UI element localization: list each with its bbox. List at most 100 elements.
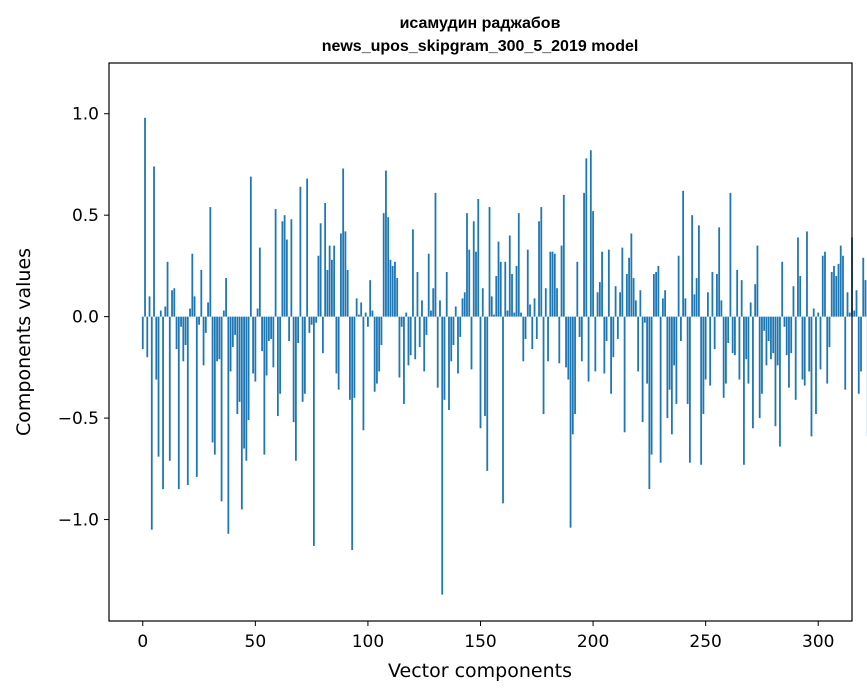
bar	[574, 316, 576, 415]
bar	[288, 316, 291, 341]
bar	[761, 316, 763, 394]
bar	[598, 282, 601, 317]
bar	[668, 316, 671, 390]
bar	[803, 316, 806, 386]
bar	[213, 316, 216, 455]
bar	[333, 245, 336, 317]
bar	[409, 316, 412, 356]
bar	[186, 316, 189, 486]
bar	[758, 316, 761, 419]
bar	[848, 312, 851, 317]
bar	[432, 288, 435, 317]
bar	[855, 290, 858, 317]
bar	[788, 316, 790, 388]
bar	[718, 227, 721, 317]
bar	[312, 316, 315, 546]
bar	[301, 316, 304, 402]
bar	[794, 316, 797, 400]
bar	[821, 255, 824, 317]
y-tick-label: 0.5	[72, 206, 99, 226]
bar	[155, 316, 158, 380]
bar	[218, 316, 221, 360]
bar	[736, 269, 739, 317]
bar	[349, 316, 351, 400]
bar	[619, 292, 621, 317]
bar	[292, 316, 295, 423]
bar	[698, 225, 700, 317]
bar	[427, 253, 430, 317]
bar	[623, 316, 626, 433]
bar	[403, 316, 405, 404]
bar	[691, 215, 694, 317]
bar	[637, 316, 640, 372]
bar	[743, 316, 745, 465]
x-tick-label: 100	[352, 632, 384, 652]
bar	[540, 207, 543, 317]
bar	[790, 316, 793, 354]
bar	[452, 316, 455, 346]
bar	[252, 316, 254, 374]
bar	[220, 316, 223, 502]
bar	[722, 316, 725, 398]
bar	[511, 274, 513, 317]
bar	[727, 316, 730, 344]
bar	[625, 274, 628, 317]
bar	[657, 265, 660, 317]
bar	[310, 316, 313, 325]
bar	[337, 316, 340, 390]
bar	[646, 316, 649, 384]
bar	[425, 316, 428, 335]
bar	[346, 269, 349, 317]
bar	[270, 316, 273, 339]
bar	[544, 288, 547, 317]
bar	[792, 286, 795, 317]
bar	[522, 316, 525, 362]
bar	[209, 207, 212, 317]
bar	[146, 316, 149, 358]
bar	[171, 290, 173, 317]
bar	[639, 290, 642, 317]
bar	[488, 207, 491, 317]
x-axis-label: Vector components	[388, 660, 572, 682]
bar	[243, 316, 245, 449]
bar	[481, 288, 484, 317]
bar	[391, 265, 394, 317]
bar	[553, 253, 556, 317]
bar	[567, 316, 570, 380]
bar	[418, 316, 421, 348]
bar	[245, 316, 248, 461]
bar	[263, 316, 266, 455]
bar	[688, 316, 691, 463]
bar	[772, 316, 775, 354]
bar	[783, 316, 786, 327]
bar	[506, 310, 509, 317]
bar	[157, 316, 160, 457]
bar	[470, 316, 473, 370]
bar	[495, 276, 498, 317]
bar	[466, 213, 468, 317]
bar	[857, 316, 860, 394]
bar	[342, 168, 345, 317]
bar	[763, 316, 766, 331]
bar	[355, 298, 358, 317]
bar	[360, 302, 363, 317]
bar	[835, 276, 838, 317]
bar	[166, 261, 169, 317]
x-tick-label: 150	[464, 632, 496, 652]
bar	[812, 308, 815, 317]
bar	[168, 316, 171, 461]
bar	[326, 269, 329, 317]
bar	[382, 213, 385, 317]
bar	[445, 272, 448, 317]
bar	[785, 316, 788, 356]
bar	[148, 296, 151, 317]
bar	[583, 192, 585, 317]
bar	[661, 298, 664, 317]
bar	[450, 316, 453, 362]
bar	[258, 247, 261, 317]
bar	[184, 316, 187, 346]
bar	[434, 192, 437, 317]
bar	[202, 316, 205, 366]
bar	[547, 316, 549, 362]
bar	[767, 316, 770, 341]
